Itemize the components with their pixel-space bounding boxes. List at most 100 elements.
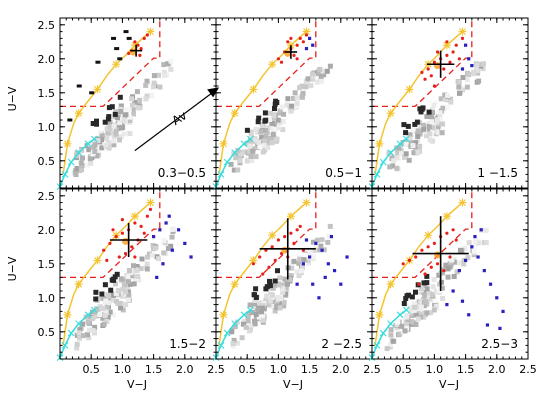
blue-point [332, 269, 337, 273]
density-cell [157, 84, 163, 90]
density-cell [114, 298, 119, 304]
red-point [120, 231, 124, 235]
density-cell [123, 112, 129, 118]
density-cell [132, 99, 138, 105]
blue-point [323, 275, 327, 279]
density-cell [230, 341, 236, 347]
density-cell [445, 104, 451, 110]
density-cell [127, 131, 133, 136]
density-cell [431, 307, 437, 313]
blue-point [345, 255, 349, 259]
cyan-track-marker [90, 135, 98, 143]
density-cell [418, 314, 424, 320]
density-cell [74, 166, 80, 171]
red-point [273, 258, 277, 262]
density-cell [267, 294, 273, 300]
density-cell [86, 314, 92, 320]
density-cell [448, 99, 454, 105]
label-marker [67, 118, 73, 122]
label-marker [89, 91, 95, 95]
density-cell [262, 138, 268, 143]
density-cell [420, 122, 426, 128]
density-cell [272, 126, 278, 132]
density-cell-dark [108, 287, 114, 293]
density-cell [317, 66, 323, 72]
density-cell [276, 282, 282, 288]
density-cell [282, 276, 288, 282]
density-cell [104, 136, 110, 142]
density-cell [250, 148, 256, 154]
blue-point [451, 289, 455, 293]
density-cell [259, 134, 265, 140]
density-cell [118, 123, 124, 129]
yellow-track-marker [93, 256, 102, 265]
cyan-track-marker [231, 149, 239, 157]
red-point [448, 60, 452, 64]
density-cell [104, 126, 110, 132]
density-cell [461, 261, 467, 267]
density-cell [77, 335, 82, 341]
density-cell [327, 63, 333, 69]
x-axis-label-2: V−J [283, 378, 303, 391]
density-cell [417, 143, 423, 149]
density-cell [79, 163, 85, 169]
density-cell [266, 302, 272, 308]
density-cell [243, 324, 249, 330]
density-cell [285, 96, 291, 102]
density-cell [99, 133, 105, 139]
density-cell [96, 295, 102, 301]
red-point [454, 238, 458, 242]
density-cell [281, 299, 287, 305]
density-cell [306, 260, 312, 266]
density-cell [434, 288, 440, 294]
cyan-track-marker [67, 329, 75, 337]
blue-point [482, 269, 486, 273]
density-cell [103, 298, 109, 304]
density-cell [247, 143, 253, 149]
cyan-track-marker [240, 140, 248, 148]
density-cell [421, 303, 427, 309]
density-cell [299, 264, 305, 270]
density-cell [94, 153, 100, 159]
density-cell [424, 310, 430, 316]
density-cell [300, 91, 306, 97]
density-cell [247, 302, 253, 308]
x-axis-label-3: V−J [439, 378, 459, 391]
density-cell [327, 223, 333, 229]
density-cell [256, 304, 262, 310]
density-cell-dark [244, 127, 250, 133]
density-cell [116, 112, 122, 118]
density-cell [268, 110, 274, 116]
red-point [108, 241, 112, 245]
density-cell [143, 96, 149, 102]
density-background [386, 61, 486, 172]
density-cell [113, 281, 118, 287]
density-cell [237, 158, 243, 164]
density-cell-dark [253, 286, 259, 292]
red-point [286, 40, 290, 44]
density-cell [456, 84, 462, 90]
density-cell [74, 333, 80, 338]
quiescent-boundary [60, 189, 161, 279]
red-point [429, 74, 433, 78]
x-tick-label: 2.5 [519, 363, 537, 376]
density-background [228, 63, 333, 173]
density-cell [121, 131, 127, 137]
density-cell [99, 137, 105, 143]
density-cell [471, 69, 477, 75]
density-cell [407, 132, 413, 138]
density-cell [390, 338, 396, 344]
density-cell [483, 228, 489, 233]
density-cell [267, 135, 273, 141]
cyan-track-marker [84, 311, 92, 319]
density-cell [460, 75, 466, 80]
density-cell [310, 76, 316, 82]
density-cell-dark [424, 280, 430, 286]
density-cell [288, 108, 294, 114]
density-cell [107, 119, 113, 125]
blue-point [314, 241, 318, 245]
density-cell [125, 279, 131, 285]
density-cell [97, 304, 103, 310]
density-cell [85, 319, 91, 325]
red-point [420, 248, 424, 252]
